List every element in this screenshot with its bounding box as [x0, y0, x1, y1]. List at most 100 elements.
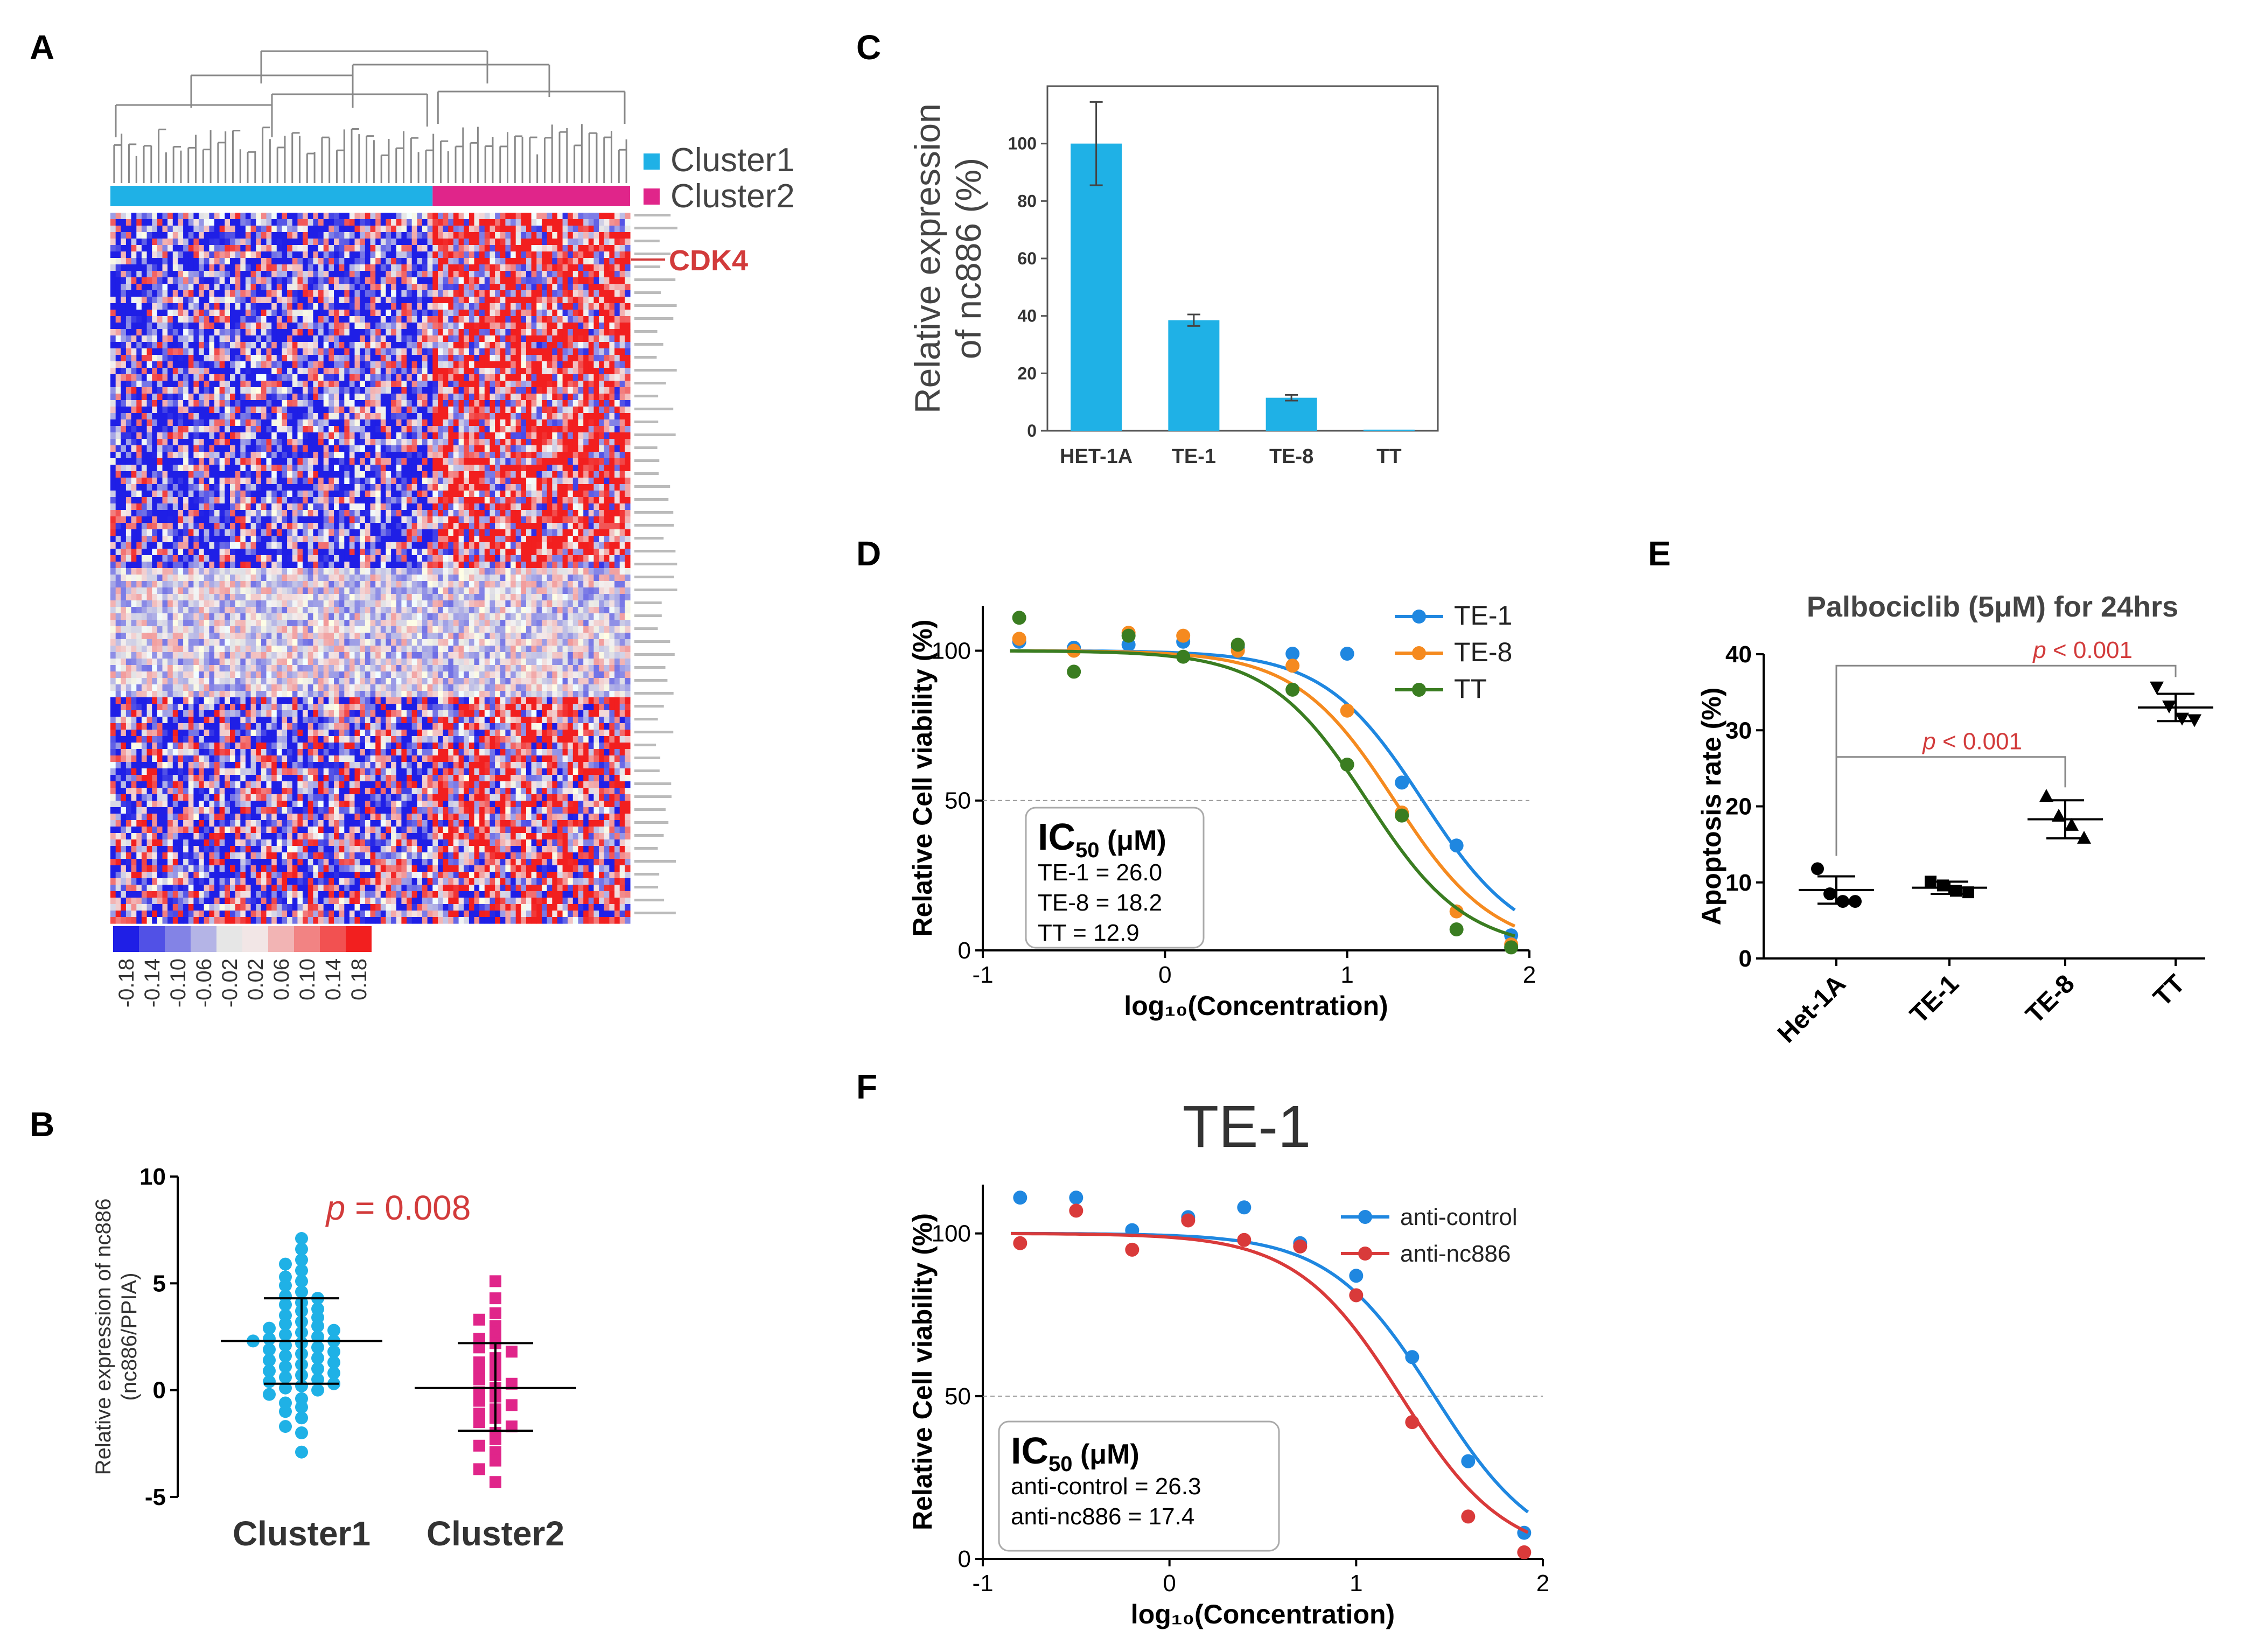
- heatmap-cell: [235, 245, 241, 252]
- heatmap-cell: [542, 355, 548, 362]
- heatmap-cell: [318, 213, 324, 220]
- heatmap-cell: [250, 348, 256, 355]
- heatmap-cell: [619, 503, 625, 510]
- heatmap-cell: [323, 452, 329, 459]
- heatmap-cell: [526, 355, 532, 362]
- heatmap-cell: [464, 310, 470, 317]
- heatmap-cell: [162, 258, 168, 265]
- heatmap-cell: [313, 407, 319, 414]
- heatmap-cell: [318, 251, 324, 258]
- heatmap-cell: [438, 258, 444, 265]
- heatmap-cell: [334, 226, 340, 233]
- heatmap-cell: [360, 432, 366, 439]
- heatmap-cell: [511, 516, 516, 523]
- heatmap-cell: [334, 381, 340, 388]
- heatmap-cell: [490, 219, 495, 226]
- heatmap-cell: [136, 478, 142, 485]
- heatmap-cell: [297, 478, 303, 485]
- heatmap-cell: [303, 329, 309, 336]
- heatmap-cell: [588, 342, 595, 349]
- heatmap-cell: [297, 458, 303, 465]
- heatmap-cell: [495, 368, 501, 375]
- heatmap-cell: [328, 503, 334, 510]
- heatmap-cell: [547, 445, 553, 452]
- heatmap-cell: [240, 400, 246, 407]
- heatmap-cell: [125, 297, 132, 304]
- heatmap-cell: [604, 329, 610, 336]
- heatmap-cell: [422, 523, 428, 530]
- heatmap-cell: [250, 400, 256, 407]
- heatmap-cell: [401, 290, 407, 297]
- heatmap-cell: [183, 426, 189, 433]
- heatmap-cell: [536, 361, 542, 368]
- heatmap-cell: [515, 232, 521, 239]
- heatmap-cell: [391, 284, 397, 291]
- heatmap-cell: [417, 232, 423, 239]
- heatmap-cell: [157, 426, 163, 433]
- heatmap-cell: [407, 465, 413, 472]
- heatmap-cell: [365, 465, 371, 472]
- heatmap-cell: [609, 381, 615, 388]
- heatmap-cell: [199, 284, 205, 291]
- heatmap-cell: [557, 258, 563, 265]
- heatmap-cell: [313, 271, 319, 278]
- heatmap-cell: [313, 239, 319, 246]
- heatmap-cell: [375, 400, 381, 407]
- heatmap-cell: [407, 510, 413, 517]
- heatmap-cell: [536, 355, 542, 362]
- heatmap-cell: [614, 284, 620, 291]
- heatmap-cell: [167, 400, 173, 407]
- heatmap-cell: [256, 413, 262, 420]
- heatmap-cell: [360, 497, 366, 504]
- heatmap-cell: [323, 503, 329, 510]
- heatmap-cell: [167, 303, 173, 310]
- heatmap-cell: [526, 335, 532, 342]
- heatmap-cell: [349, 316, 355, 323]
- heatmap-cell: [230, 316, 236, 323]
- heatmap-cell: [572, 419, 579, 426]
- heatmap-cell: [141, 458, 148, 465]
- heatmap-cell: [146, 323, 152, 330]
- heatmap-cell: [536, 219, 542, 226]
- heatmap-cell: [157, 445, 163, 452]
- heatmap-cell: [219, 374, 225, 381]
- heatmap-cell: [427, 458, 433, 465]
- heatmap-cell: [282, 219, 288, 226]
- heatmap-cell: [323, 510, 329, 517]
- heatmap-cell: [453, 271, 459, 278]
- heatmap-cell: [375, 419, 381, 426]
- heatmap-cell: [599, 271, 605, 278]
- heatmap-cell: [422, 251, 428, 258]
- heatmap-cell: [188, 510, 194, 517]
- heatmap-cell: [619, 465, 625, 472]
- heatmap-cell: [599, 323, 605, 330]
- heatmap-cell: [505, 245, 511, 252]
- heatmap-cell: [219, 381, 225, 388]
- heatmap-cell: [568, 303, 574, 310]
- heatmap-cell: [458, 458, 464, 465]
- heatmap-cell: [531, 374, 537, 381]
- heatmap-cell: [121, 368, 127, 375]
- heatmap-cell: [157, 413, 163, 420]
- heatmap-cell: [572, 484, 579, 491]
- heatmap-cell: [328, 516, 334, 523]
- heatmap-cell: [583, 458, 589, 465]
- heatmap-cell: [354, 432, 360, 439]
- heatmap-cell: [495, 458, 501, 465]
- heatmap-cell: [422, 245, 428, 252]
- heatmap-cell: [474, 407, 480, 414]
- heatmap-cell: [141, 400, 148, 407]
- heatmap-cell: [146, 458, 152, 465]
- heatmap-cell: [282, 374, 288, 381]
- heatmap-cell: [297, 381, 303, 388]
- heatmap-cell: [339, 251, 345, 258]
- heatmap-cell: [479, 290, 485, 297]
- heatmap-cell: [609, 245, 615, 252]
- heatmap-cell: [344, 407, 350, 414]
- heatmap-cell: [209, 297, 215, 304]
- heatmap-cell: [536, 329, 542, 336]
- heatmap-cell: [417, 381, 423, 388]
- heatmap-cell: [562, 303, 568, 310]
- heatmap-cell: [583, 445, 589, 452]
- heatmap-cell: [599, 335, 605, 342]
